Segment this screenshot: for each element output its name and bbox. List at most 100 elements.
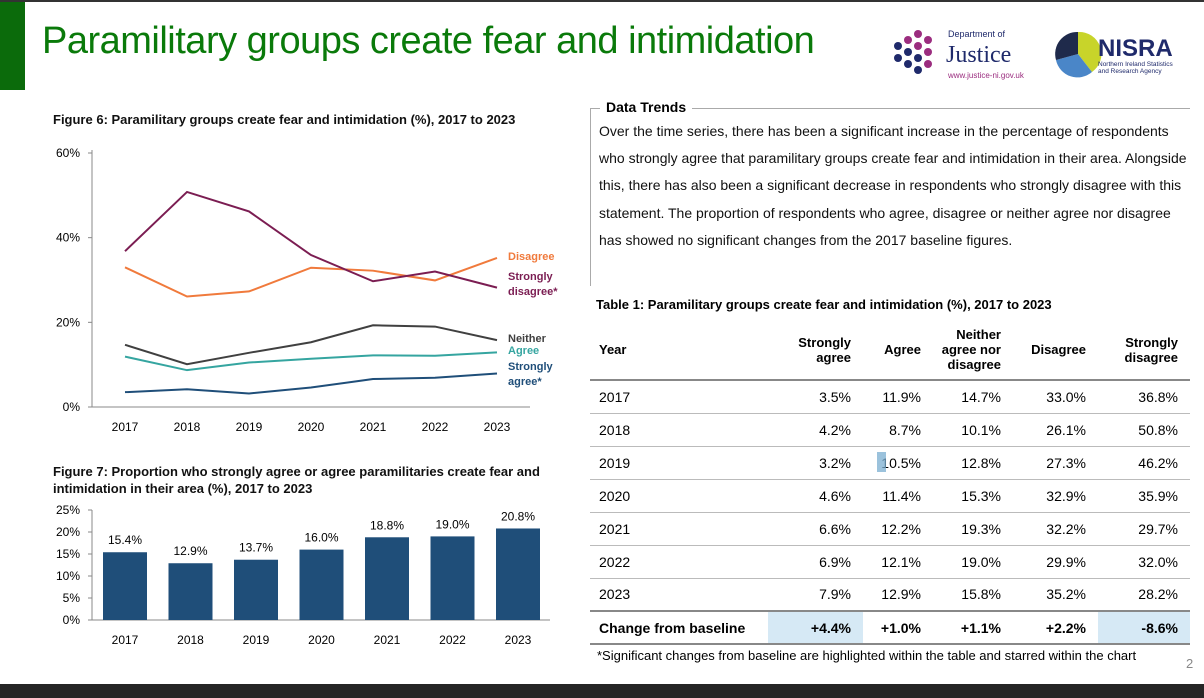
bar-value-label: 16.0% xyxy=(304,531,338,545)
x-tick-label: 2022 xyxy=(422,420,449,434)
table-cell: 12.1% xyxy=(863,545,933,579)
bar xyxy=(365,537,409,620)
change-cell: -8.6% xyxy=(1098,610,1190,645)
page-title: Paramilitary groups create fear and inti… xyxy=(42,20,815,62)
table-cell: 12.2% xyxy=(863,512,933,546)
table-cell: 27.3% xyxy=(1013,446,1098,480)
x-tick-label: 2022 xyxy=(439,633,466,647)
change-cell: +4.4% xyxy=(768,610,863,645)
table-cell: 11.9% xyxy=(863,380,933,414)
doj-logo-icon xyxy=(894,30,932,74)
table-cell: 15.3% xyxy=(933,479,1013,513)
change-cell: Change from baseline xyxy=(590,610,768,645)
table-cell: 3.5% xyxy=(768,380,863,414)
table-row: 2020 4.6% 11.4% 15.3% 32.9% 35.9% xyxy=(590,479,1190,513)
x-tick-label: 2017 xyxy=(112,633,139,647)
table-cell: 4.6% xyxy=(768,479,863,513)
y-tick-label: 0% xyxy=(63,613,81,627)
table-cell: 29.7% xyxy=(1098,512,1190,546)
table-cell: 7.9% xyxy=(768,578,863,612)
y-tick-label: 25% xyxy=(56,503,80,517)
table-cell: 32.2% xyxy=(1013,512,1098,546)
bar-chart: 0% 5% 10% 15% 20% 25% 15.4% 2017 12.9% 2018 13.7% 2… xyxy=(56,503,550,647)
y-tick-label: 20% xyxy=(56,315,80,329)
series-label-2: Neither xyxy=(508,333,547,345)
bar xyxy=(430,536,475,620)
data-trends-heading: Data Trends xyxy=(600,99,693,115)
series-label-4: Strongly agree* xyxy=(508,361,553,388)
text-cursor-highlight xyxy=(877,452,886,472)
table-row: 2019 3.2% 10.5% 12.8% 27.3% 46.2% xyxy=(590,446,1190,480)
col-header: Year xyxy=(590,320,768,381)
series-line-4 xyxy=(124,372,498,395)
x-tick-label: 2019 xyxy=(236,420,263,434)
col-header: Disagree xyxy=(1013,320,1098,381)
table-cell: 15.8% xyxy=(933,578,1013,612)
col-header: Strongly disagree xyxy=(1098,320,1190,381)
table-title: Table 1: Paramilitary groups create fear… xyxy=(596,297,1052,312)
table-note: *Significant changes from baseline are h… xyxy=(597,648,1137,663)
change-cell: +2.2% xyxy=(1013,610,1098,645)
table-cell: 29.9% xyxy=(1013,545,1098,579)
bar-value-label: 18.8% xyxy=(370,518,404,532)
x-tick-label: 2020 xyxy=(308,633,335,647)
nisra-sub2: and Research Agency xyxy=(1098,68,1162,75)
figure-6-title: Figure 6: Paramilitary groups create fea… xyxy=(53,112,516,127)
table-cell: 19.0% xyxy=(933,545,1013,579)
y-tick-label: 15% xyxy=(56,547,80,561)
y-tick-label: 10% xyxy=(56,569,80,583)
table-cell: 12.8% xyxy=(933,446,1013,480)
series-line-1 xyxy=(124,190,498,289)
table-cell: 2019 xyxy=(590,446,768,480)
series-label-0: Disagree xyxy=(508,251,554,263)
bar-value-label: 19.0% xyxy=(435,517,469,531)
x-tick-label: 2017 xyxy=(112,420,139,434)
series-line-2 xyxy=(124,324,498,366)
data-trends-text: Over the time series, there has been a s… xyxy=(599,123,1187,248)
table-cell: 6.6% xyxy=(768,512,863,546)
change-row: Change from baseline +4.4% +1.0% +1.1% +2.2%… xyxy=(590,610,1190,645)
x-tick-label: 2020 xyxy=(298,420,325,434)
table-cell: 4.2% xyxy=(768,413,863,447)
table-cell: 32.9% xyxy=(1013,479,1098,513)
table-cell: 2020 xyxy=(590,479,768,513)
table-cell: 2018 xyxy=(590,413,768,447)
bar xyxy=(168,563,213,620)
y-tick-label: 0% xyxy=(63,400,81,414)
col-header: Strongly agree xyxy=(768,320,863,381)
page-number: 2 xyxy=(1186,656,1194,671)
table-cell: 2021 xyxy=(590,512,768,546)
figure-7-title: Figure 7: Proportion who strongly agree … xyxy=(53,464,540,496)
bar xyxy=(496,528,540,620)
doj-url: www.justice-ni.gov.uk xyxy=(947,71,1025,80)
table-cell: 46.2% xyxy=(1098,446,1190,480)
table-cell: 36.8% xyxy=(1098,380,1190,414)
series-line-0 xyxy=(124,257,498,298)
bar-value-label: 12.9% xyxy=(173,544,207,558)
table-row: 2022 6.9% 12.1% 19.0% 29.9% 32.0% xyxy=(590,545,1190,579)
series-line-3 xyxy=(124,351,498,372)
y-tick-label: 20% xyxy=(56,525,80,539)
bar xyxy=(103,552,147,620)
nisra-logo-icon xyxy=(1055,31,1102,78)
bar xyxy=(234,559,278,620)
x-tick-label: 2018 xyxy=(177,633,204,647)
table-cell: 10.5% xyxy=(863,446,933,480)
table-row: 2018 4.2% 8.7% 10.1% 26.1% 50.8% xyxy=(590,413,1190,447)
title-accent-bar xyxy=(0,2,25,90)
bar-value-label: 20.8% xyxy=(501,509,535,523)
col-header: Neither agree nor disagree xyxy=(933,320,1013,381)
x-tick-label: 2021 xyxy=(374,633,401,647)
nisra-sub1: Northern Ireland Statistics xyxy=(1098,61,1174,68)
table-cell: 35.2% xyxy=(1013,578,1098,612)
y-tick-label: 60% xyxy=(56,146,80,160)
table-cell: 33.0% xyxy=(1013,380,1098,414)
table-cell: 2023 xyxy=(590,578,768,612)
nisra-main: NISRA xyxy=(1098,35,1173,62)
table-cell: 28.2% xyxy=(1098,578,1190,612)
x-tick-label: 2019 xyxy=(243,633,270,647)
table-cell: 10.1% xyxy=(933,413,1013,447)
table-cell: 26.1% xyxy=(1013,413,1098,447)
bar-value-label: 15.4% xyxy=(108,533,142,547)
table-cell: 12.9% xyxy=(863,578,933,612)
